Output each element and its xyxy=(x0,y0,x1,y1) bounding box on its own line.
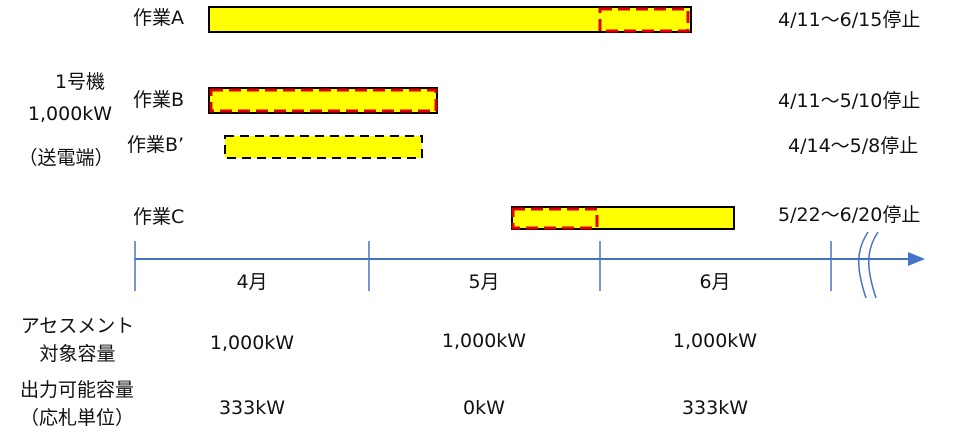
assessment-value: 1,000kW xyxy=(209,332,295,354)
output-row-label-line1: 出力可能容量 xyxy=(19,379,134,401)
task-c-dashed-segment xyxy=(511,207,599,230)
task-b-bar xyxy=(208,87,438,114)
month-label: 4月 xyxy=(236,271,268,293)
task-b-prime-bar xyxy=(224,135,423,159)
assessment-value: 1,000kW xyxy=(672,330,758,352)
unit-name: 1号機 xyxy=(54,71,106,93)
task-c-label: 作業C xyxy=(133,206,185,228)
task-b-period: 4/11～5/10停止 xyxy=(778,90,921,112)
task-c-bar xyxy=(511,206,735,230)
month-label: 6月 xyxy=(699,271,731,293)
output-value: 333kW xyxy=(218,397,286,419)
output-row-label-line2: （応札単位） xyxy=(19,407,134,429)
assessment-value: 1,000kW xyxy=(441,330,527,352)
timeline-arrowhead xyxy=(908,252,925,266)
unit-measure-point: （送電端） xyxy=(18,147,114,169)
output-value: 333kW xyxy=(681,397,749,419)
task-b-label: 作業B xyxy=(133,89,185,111)
axis-break-mark xyxy=(858,231,869,299)
output-value: 0kW xyxy=(463,397,505,419)
unit-capacity: 1,000kW xyxy=(27,103,113,125)
task-a-label: 作業A xyxy=(133,7,184,29)
task-a-bar xyxy=(208,6,692,33)
assessment-row-label-line2: 対象容量 xyxy=(39,343,116,365)
task-b-dashed-segment xyxy=(209,88,438,113)
task-a-dashed-segment xyxy=(598,7,690,33)
task-a-period: 4/11～6/15停止 xyxy=(778,9,921,31)
month-label: 5月 xyxy=(468,271,500,293)
task-c-period: 5/22～6/20停止 xyxy=(778,204,921,226)
axis-break-mark xyxy=(868,231,879,299)
assessment-row-label-line1: アセスメント xyxy=(20,315,135,337)
task-b-prime-label: 作業B’ xyxy=(127,134,185,156)
task-b-prime-period: 4/14～5/8停止 xyxy=(788,135,919,157)
